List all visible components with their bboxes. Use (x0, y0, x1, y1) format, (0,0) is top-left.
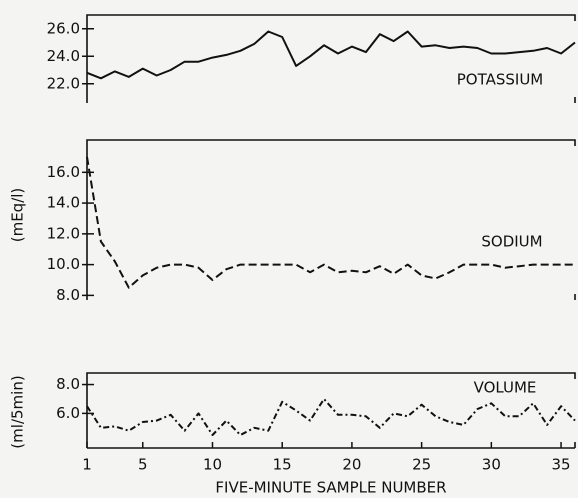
y-axis-label: (mEq/l) (9, 188, 27, 243)
y-axis-label: (ml/5min) (9, 375, 27, 448)
x-axis-label: FIVE-MINUTE SAMPLE NUMBER (215, 479, 446, 497)
y-tick-label: 12.0 (47, 224, 80, 242)
y-tick-label: 22.0 (47, 74, 80, 92)
y-tick-label: 8.0 (56, 375, 80, 393)
x-tick-label: 20 (342, 456, 361, 474)
x-tick-label: 1 (82, 456, 92, 474)
frame (86, 139, 576, 300)
x-tick-label: 30 (482, 456, 501, 474)
y-tick-label: 14.0 (47, 194, 80, 212)
y-tick-label: 26.0 (47, 19, 80, 37)
y-tick-label: 10.0 (47, 255, 80, 273)
frame (86, 372, 576, 448)
y-tick-label: 24.0 (47, 47, 80, 65)
y-tick-label: 16.0 (47, 163, 80, 181)
x-tick-label: 5 (138, 456, 148, 474)
data-line (86, 156, 575, 289)
y-tick-label: 8.0 (56, 286, 80, 304)
x-tick-label: 15 (273, 456, 292, 474)
series-label: SODIUM (481, 233, 542, 251)
y-tick-label: 6.0 (56, 404, 80, 422)
x-tick-label: 25 (412, 456, 431, 474)
series-label: POTASSIUM (457, 71, 544, 89)
series-label: VOLUME (474, 379, 537, 397)
x-tick-label: 35 (552, 456, 571, 474)
x-tick-label: 10 (203, 456, 222, 474)
data-line (86, 398, 576, 436)
data-line (86, 30, 576, 80)
frame (86, 14, 576, 103)
